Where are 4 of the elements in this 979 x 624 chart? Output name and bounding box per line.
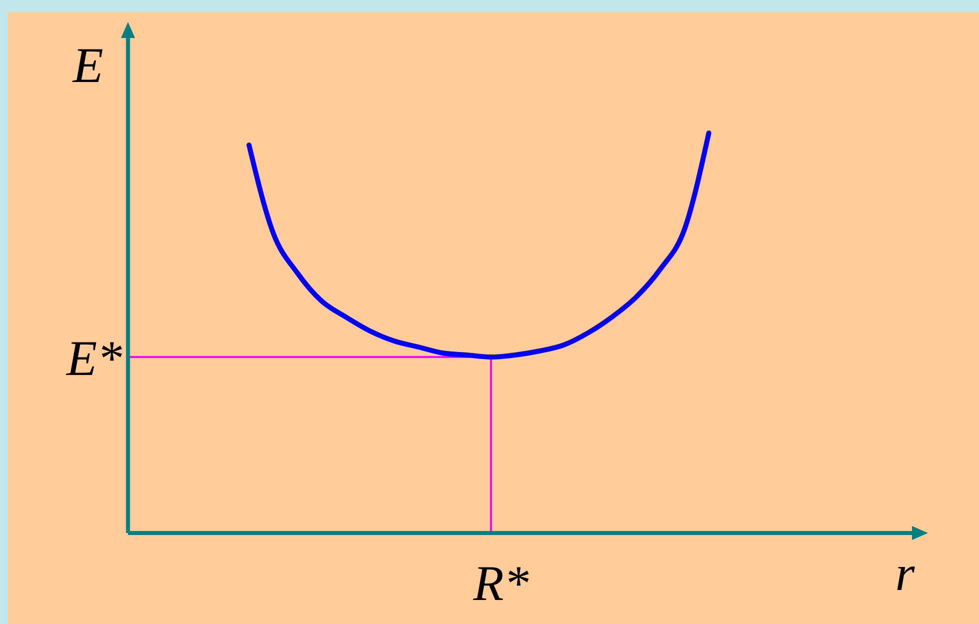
y-axis-title: E <box>72 37 104 93</box>
text: R* <box>472 555 529 611</box>
ref-line-label: E* <box>65 330 122 386</box>
x-axis-title: r <box>895 545 916 601</box>
